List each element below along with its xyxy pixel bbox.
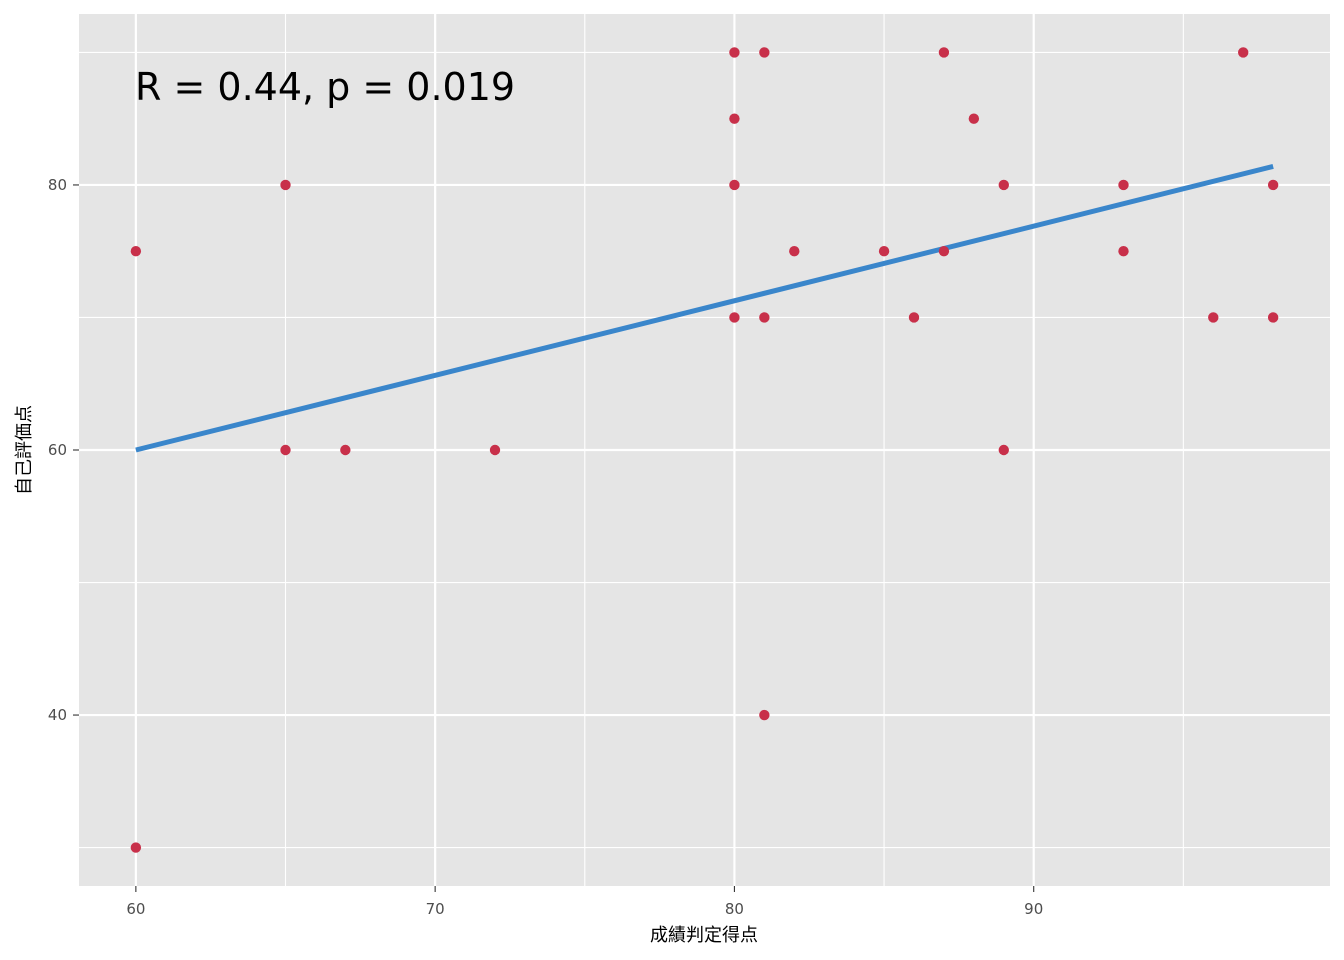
data-point [759, 312, 770, 323]
data-point [938, 246, 950, 257]
data-point [729, 47, 740, 58]
fit-line-layer [135, 163, 1274, 453]
data-point [908, 312, 920, 323]
regression-line [135, 163, 1274, 453]
data-point [340, 444, 351, 456]
y-axis-title: 自己評価点 [14, 405, 35, 495]
x-axis-title: 成績判定得点 [650, 925, 758, 946]
x-tick-label: 70 [426, 900, 445, 918]
points-layer [130, 47, 1279, 853]
data-point [1267, 179, 1279, 191]
correlation-annotation: R = 0.44, p = 0.019 [135, 65, 515, 109]
data-point [998, 179, 1009, 191]
data-point [1118, 179, 1129, 191]
y-tick-label: 40 [48, 706, 67, 724]
data-point [759, 47, 770, 58]
data-point [998, 444, 1009, 456]
data-point [968, 113, 980, 124]
x-tick-label: 60 [126, 900, 145, 918]
data-point [789, 246, 800, 257]
data-point [729, 312, 740, 323]
data-point [1118, 246, 1129, 257]
data-point [130, 842, 142, 853]
data-point [1238, 47, 1249, 58]
y-tick-label: 60 [48, 441, 67, 459]
y-tick-label: 80 [48, 176, 67, 194]
data-point [729, 113, 740, 124]
data-point [938, 47, 950, 58]
y-axis-ticks: 40 60 80 [48, 176, 79, 724]
data-point [489, 444, 501, 456]
data-point [1267, 312, 1279, 323]
x-axis-ticks: 60 70 80 90 [126, 886, 1043, 918]
data-point [280, 179, 291, 191]
x-tick-label: 80 [725, 900, 744, 918]
data-point [280, 444, 291, 456]
data-point [759, 709, 770, 721]
data-point [130, 246, 142, 257]
x-tick-label: 90 [1024, 900, 1043, 918]
data-point [1208, 312, 1219, 323]
data-point [729, 179, 740, 191]
data-point [878, 246, 890, 257]
